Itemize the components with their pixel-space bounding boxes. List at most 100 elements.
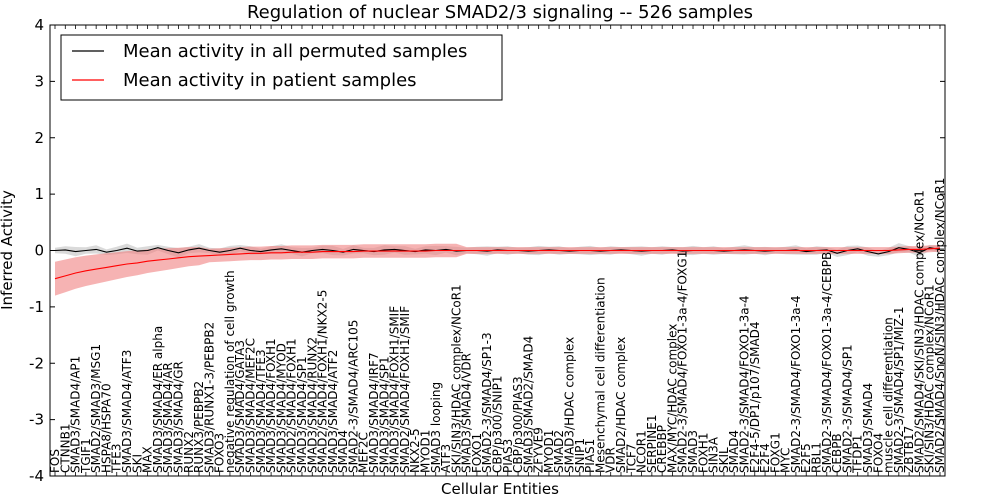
x-tick-label: MYC <box>779 448 793 473</box>
x-tick-label: SMAD2-3/SMAD4/SP1 <box>840 344 854 473</box>
x-tick-label: SMAD2/SMAD4/FOXH1/SMIF <box>398 306 412 473</box>
x-tick-label: SMAD2/SMAD4/FOXH1/NKX2-5 <box>316 290 330 473</box>
y-tick-label: 0 <box>34 242 44 260</box>
x-tick-label: SMAD2/SMAD4/SnoN/SIN3/HDAC complex/NCoR1 <box>933 178 947 473</box>
x-tick-label: SMAD3/SMAD4/SP1 <box>295 356 309 473</box>
x-tick-label: CREBBP <box>655 425 669 473</box>
y-tick-label: -2 <box>29 354 44 372</box>
x-tick-label: SIN3A <box>707 436 721 473</box>
x-tick-label: MAX <box>141 446 155 473</box>
x-tick-label: FOXO4 <box>871 433 885 473</box>
x-tick-label: SKI <box>130 454 144 473</box>
x-tick-label: SMAD2-3/SMAD4/FOXO1-3a-4 <box>789 295 803 473</box>
x-tick-label: SMAD2/SMAD4/SKI/SIN3/HDAC complex/NCoR1 <box>912 190 926 473</box>
x-tick-label: SMAD3/HDAC complex <box>563 337 577 473</box>
x-tick-label: FOXO3 <box>213 433 227 473</box>
x-tick-label: SNIP1 <box>573 438 587 473</box>
y-tick-label: 4 <box>34 16 44 34</box>
x-tick-label: TCF7 <box>624 443 638 474</box>
x-tick-label: SMAD2-3/SMAD4/FOXO1-3a-4/FOXG1 <box>676 251 690 473</box>
x-tick-label: SMAD3/SMAD4/AR <box>161 362 175 473</box>
x-tick-label: E2F4-5/DP1/p107/SMAD4 <box>748 321 762 473</box>
x-tick-label: MEF2C <box>357 432 371 473</box>
x-tick-label: SMAD3/SMAD4/FOXH1 <box>264 338 278 473</box>
x-tick-label: SMAD2-3/SMAD4/SP1/MIZ-1 <box>892 306 906 473</box>
x-tick-label: SKI/SIN3/HDAC complex/NCoR1 <box>449 284 463 473</box>
x-tick-label: Mesenchymal cell differentiation <box>593 277 607 473</box>
y-tick-label: 3 <box>34 72 44 90</box>
x-tick-label: CEBPB <box>830 433 844 473</box>
x-tick-label: RUNX2 <box>182 431 196 473</box>
x-tick-label: SMAD3 <box>686 430 700 473</box>
x-tick-label: ATF3 <box>439 444 453 473</box>
x-tick-label: SMAD3/SMAD4/SP1 <box>377 356 391 473</box>
x-tick-label: SMAD3/SMAD4/MYOD <box>274 343 288 473</box>
y-tick-label: -4 <box>29 467 44 485</box>
x-axis: FOSCTNNB1SMAD3/SMAD4/AP1TGIF1SMAD2/SMAD3… <box>48 25 947 476</box>
legend-box <box>60 34 503 101</box>
x-tick-label: PIAS1 <box>583 439 597 473</box>
x-tick-label: SMAD3/SMAD4/AP1 <box>69 356 83 473</box>
x-tick-label: SMAD3/SMAD4/GATA3 <box>233 340 247 473</box>
x-tick-label: SMAD3/SMAD4/ER alpha <box>151 326 165 473</box>
y-axis: -4 -3 -2 -1 0 1 2 3 4 <box>29 16 945 485</box>
x-tick-label: SERPINE1 <box>645 414 659 473</box>
x-tick-label: TFE3 <box>110 444 124 474</box>
x-tick-label: FOXO1 <box>470 433 484 473</box>
x-tick-label: E2F5 <box>799 443 813 473</box>
patient-band <box>55 243 940 296</box>
x-tick-label: SMAD3/SMAD4/FOXH1/SMIF <box>388 306 402 473</box>
x-tick-label: SMAD3/SMAD4/IRF7 <box>367 352 381 473</box>
x-tick-label: SMAD4 <box>336 430 350 473</box>
legend-label-patient: Mean activity in patient samples <box>123 70 417 91</box>
x-tick-label: SMAD2-3/SMAD4/ARC105 <box>346 320 360 473</box>
chart-title: Regulation of nuclear SMAD2/3 signaling … <box>247 2 753 23</box>
x-tick-label: muscle cell differentiation <box>882 317 896 473</box>
y-tick-label: -3 <box>29 411 44 429</box>
x-tick-label: E2F4 <box>758 443 772 473</box>
x-tick-label: SMAD3/SMAD4 <box>861 383 875 473</box>
y-tick-label: -1 <box>29 298 44 316</box>
x-tick-label: ZBTB17 <box>902 426 916 473</box>
x-tick-label: PIAS3 <box>501 439 515 473</box>
x-tick-label: SMAD2/SMAD3/MSG1 <box>89 344 103 473</box>
x-tick-label: FOS <box>48 449 62 473</box>
x-tick-label: RBL1 <box>810 442 824 473</box>
x-tick-label: SMAD2 <box>552 430 566 473</box>
x-tick-label: VDR <box>604 447 618 473</box>
x-tick-label: negative regulation of cell growth <box>223 270 237 473</box>
x-tick-label: ZFYVE9 <box>532 427 546 473</box>
x-tick-label: SMAD2-3/SMAD4/SP1-3 <box>480 332 494 473</box>
x-tick-label: HSPA8/HSPA70 <box>99 383 113 473</box>
x-tick-label: SKIL <box>717 447 731 473</box>
x-axis-label: Cellular Entities <box>441 480 559 498</box>
x-tick-label: SMAD3/SMAD4/MEF2C <box>244 338 258 473</box>
x-tick-label: SMAD3/SMAD2/SMAD4 <box>521 336 535 473</box>
x-tick-label: SMAD2-3/SMAD4/FOXO1-3a-4 <box>737 295 751 473</box>
x-tick-label: SMAD2-3/SMAD4/FOXO1-3a-4/CEBPB <box>820 252 834 473</box>
y-tick-label: 2 <box>34 129 44 147</box>
x-tick-label: SMAD3/SMAD4/GR <box>171 361 185 473</box>
x-tick-label: MYOD1 <box>542 430 556 473</box>
x-tick-label: SMAD3/RUNX1-3/PEBPB2 <box>202 322 216 473</box>
x-tick-label: CBP/p300/PIAS3 <box>511 376 525 473</box>
x-tick-label: NCOR1 <box>635 430 649 473</box>
x-tick-label: SMAD4 <box>727 430 741 473</box>
x-tick-label: SMAD2/SMAD4/FOXH1 <box>285 338 299 473</box>
x-tick-label: TFDP1 <box>851 435 865 474</box>
series-lines <box>54 247 941 280</box>
x-tick-label: SKI/SIN3/HDAC complex/NCoR1 <box>923 284 937 473</box>
x-tick-label: FOXH1 <box>696 433 710 473</box>
x-tick-label: SMAD2/HDAC complex <box>614 337 628 473</box>
x-tick-label: FOXG1 <box>768 432 782 473</box>
x-tick-label: SMAD3/SMAD4/VDR <box>460 353 474 473</box>
x-tick-label: SMAD3 looping <box>429 382 443 473</box>
y-axis-label: Inferred Activity <box>0 190 16 310</box>
x-tick-label: TGIF1 <box>79 438 93 474</box>
x-tick-label: SMAD3/SMAD4/TFE3 <box>254 349 268 473</box>
legend: Mean activity in all permuted samples Me… <box>60 34 503 101</box>
x-tick-label: RUNX3/PEBPB2 <box>192 381 206 473</box>
x-tick-label: MYOD1 <box>418 430 432 473</box>
x-tick-label: NKX2-5 <box>408 428 422 473</box>
